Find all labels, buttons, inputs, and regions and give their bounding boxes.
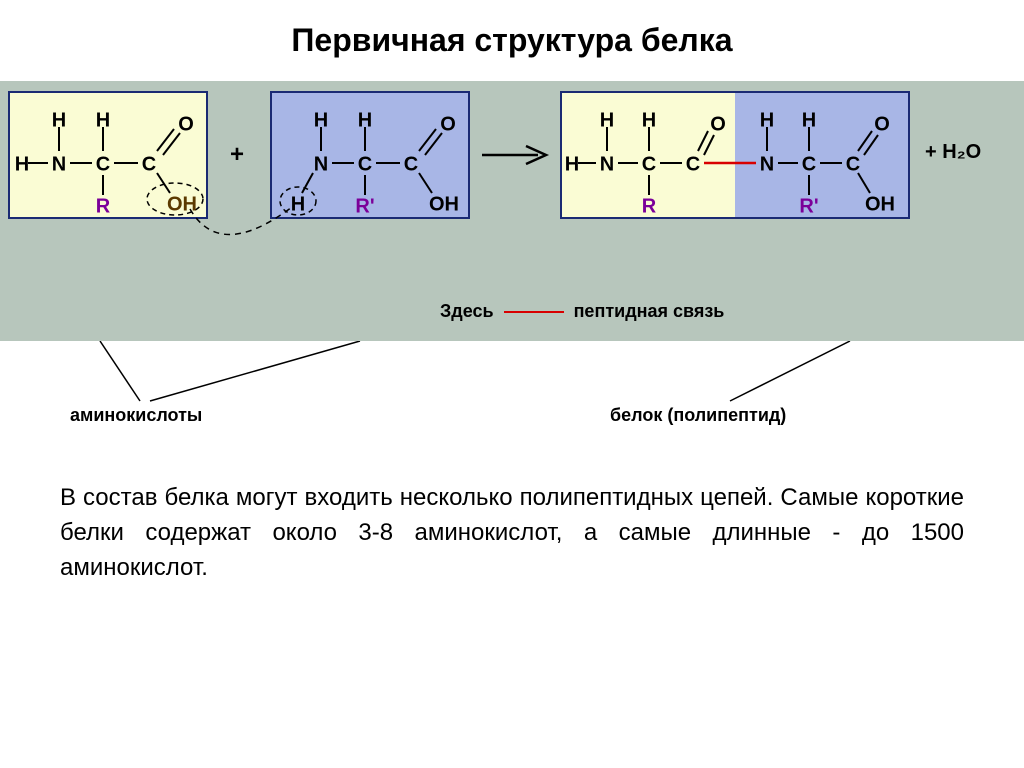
atom-n: N (600, 153, 614, 175)
atom-o: O (710, 113, 726, 135)
atom-n: N (52, 153, 66, 175)
atom-h: H (96, 109, 110, 131)
amino-acid-2-svg: H N H H C R' C O OH (272, 93, 468, 217)
atom-n: N (314, 153, 328, 175)
atom-c: C (96, 153, 110, 175)
body-paragraph: В состав белка могут входить несколько п… (0, 481, 1024, 585)
atom-r-prime: R' (799, 195, 818, 217)
atom-oh: OH (429, 193, 459, 215)
page-title: Первичная структура белка (0, 0, 1024, 81)
dipeptide-box: H H N H C R C O H N H C R' C O OH (560, 91, 910, 219)
atom-n: N (760, 153, 774, 175)
atom-h-leaving: H (291, 193, 305, 215)
labels-area: аминокислоты белок (полипептид) (0, 341, 1024, 481)
atom-o: O (178, 113, 194, 135)
reaction-band: H H N H C R C O OH + (0, 81, 1024, 341)
atom-h: H (760, 109, 774, 131)
plus-sign-2: + (925, 141, 942, 163)
amino-acid-1-svg: H H N H C R C O OH (10, 93, 206, 217)
atom-c: C (404, 153, 418, 175)
h2o-label: H₂O (942, 141, 981, 163)
atom-h: H (642, 109, 656, 131)
atom-h: H (565, 153, 579, 175)
dipeptide-svg: H H N H C R C O H N H C R' C O OH (562, 93, 908, 217)
reaction-arrow-icon (480, 141, 550, 169)
atom-c: C (358, 153, 372, 175)
atom-c: C (686, 153, 700, 175)
atom-oh: OH (865, 193, 895, 215)
atom-h: H (600, 109, 614, 131)
atom-o: O (440, 113, 456, 135)
byproduct-h2o: + H₂O (925, 141, 981, 164)
legend-text: пептидная связь (574, 301, 725, 322)
label-protein: белок (полипептид) (610, 405, 786, 426)
atom-r-prime: R' (355, 195, 374, 217)
amino-acid-1-box: H H N H C R C O OH (8, 91, 208, 219)
atom-r: R (642, 195, 657, 217)
atom-c: C (642, 153, 656, 175)
label-amino-acids: аминокислоты (70, 405, 202, 426)
amino-acid-2-box: H N H H C R' C O OH (270, 91, 470, 219)
atom-c: C (846, 153, 860, 175)
atom-c: C (802, 153, 816, 175)
plus-sign-1: + (230, 141, 244, 169)
atom-h: H (358, 109, 372, 131)
atom-h: H (52, 109, 66, 131)
atom-h: H (314, 109, 328, 131)
atom-o: O (874, 113, 890, 135)
atom-oh: OH (167, 193, 197, 215)
legend-here: Здесь (440, 301, 494, 322)
legend-peptide-bond: Здесь пептидная связь (440, 301, 724, 322)
legend-line-icon (504, 311, 564, 313)
atom-c: C (142, 153, 156, 175)
atom-h: H (802, 109, 816, 131)
atom-h: H (15, 153, 29, 175)
atom-r: R (96, 195, 111, 217)
